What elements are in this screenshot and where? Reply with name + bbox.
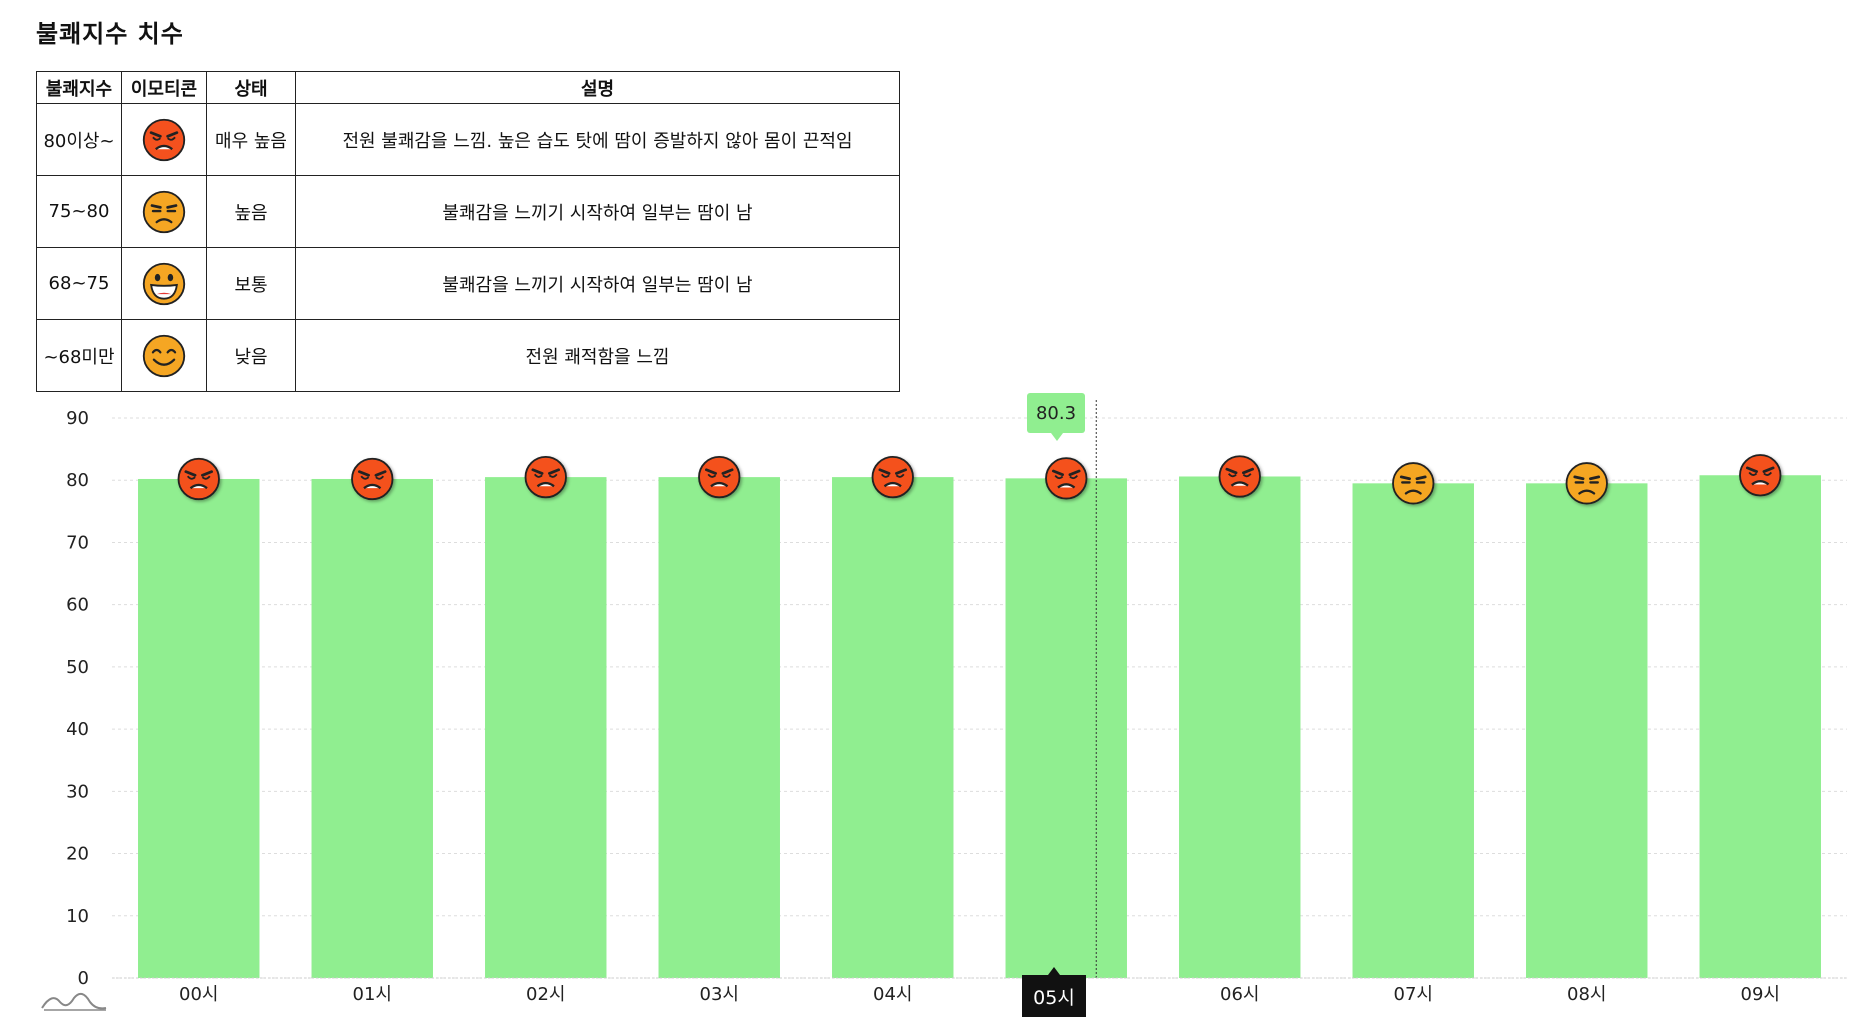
legend-row: ~68미만 낮음 전원 쾌적함을 느낌 xyxy=(36,319,900,392)
legend-emoji-cell xyxy=(121,319,207,392)
x-tick-label: 00시 xyxy=(179,984,218,1005)
bar-08시[interactable] xyxy=(1526,483,1648,978)
legend-emoji-cell xyxy=(121,103,207,176)
annoyed-face-icon xyxy=(142,190,186,233)
legend-row: 80이상~ 매우 높음 전원 불쾌감을 느낌. 높은 습도 탓에 땀이 증발하지… xyxy=(36,103,900,176)
x-tick-label: 04시 xyxy=(873,984,912,1005)
x-tick-label: 09시 xyxy=(1741,984,1780,1005)
x-tick-label: 07시 xyxy=(1394,984,1433,1005)
grinning-face-icon xyxy=(142,262,186,305)
value-tooltip: 80.3 xyxy=(1027,393,1085,441)
x-tick-label: 08시 xyxy=(1567,984,1606,1005)
angry-face-icon xyxy=(350,457,394,501)
legend-range: 75~80 xyxy=(36,175,122,248)
legend-description: 불쾌감을 느끼기 시작하여 일부는 땀이 남 xyxy=(295,247,900,320)
legend-emoji-cell xyxy=(121,247,207,320)
legend-description: 전원 쾌적함을 느낌 xyxy=(295,319,900,392)
angry-face-icon xyxy=(871,455,915,499)
legend-state: 매우 높음 xyxy=(206,103,296,176)
chart-logo-icon xyxy=(41,992,107,1011)
x-tick-label: 06시 xyxy=(1220,984,1259,1005)
legend-header-state: 상태 xyxy=(206,71,296,104)
legend-emoji-cell xyxy=(121,175,207,248)
legend-header-description: 설명 xyxy=(295,71,900,104)
angry-face-icon xyxy=(697,455,741,499)
y-tick-label: 70 xyxy=(66,532,89,553)
bar-09시[interactable] xyxy=(1699,475,1821,978)
y-tick-label: 80 xyxy=(66,470,89,491)
y-tick-label: 0 xyxy=(78,968,89,989)
y-tick-label: 30 xyxy=(66,781,89,802)
legend-state: 보통 xyxy=(206,247,296,320)
angry-face-icon xyxy=(142,118,186,161)
legend-header-row: 불쾌지수 이모티콘 상태 설명 xyxy=(36,71,900,104)
y-tick-label: 60 xyxy=(66,595,89,616)
bar-01시[interactable] xyxy=(311,478,433,978)
discomfort-index-legend-table: 불쾌지수 이모티콘 상태 설명 80이상~ 매우 높음 전원 불쾌감을 느낌. … xyxy=(36,71,900,392)
page-title: 불쾌지수 치수 xyxy=(36,20,184,48)
legend-row: 75~80 높음 불쾌감을 느끼기 시작하여 일부는 땀이 남 xyxy=(36,175,900,248)
legend-header-emoji: 이모티콘 xyxy=(121,71,207,104)
bar-06시[interactable] xyxy=(1179,476,1301,978)
x-tick-label: 01시 xyxy=(353,984,392,1005)
bar-03시[interactable] xyxy=(658,477,780,978)
angry-face-icon xyxy=(1044,456,1088,500)
legend-range: 80이상~ xyxy=(36,103,122,176)
bar-05시[interactable] xyxy=(1005,478,1127,978)
y-tick-label: 40 xyxy=(66,719,89,740)
legend-header-index: 불쾌지수 xyxy=(36,71,122,104)
y-axis: 0 10 20 30 40 50 60 70 80 90 xyxy=(66,408,89,989)
legend-state: 높음 xyxy=(206,175,296,248)
category-tooltip: 05시 xyxy=(1022,967,1086,1017)
bar-02시[interactable] xyxy=(485,477,607,978)
y-tick-label: 90 xyxy=(66,408,89,429)
angry-face-icon xyxy=(524,455,568,499)
x-axis: 00시 01시 02시 03시 04시 06시 07시 08시 09시 xyxy=(112,977,1847,1005)
y-tick-label: 50 xyxy=(66,657,89,678)
legend-row: 68~75 보통 불쾌감을 느끼기 시작하여 일부는 땀이 남 xyxy=(36,247,900,320)
bar-00시[interactable] xyxy=(138,478,260,978)
legend-state: 낮음 xyxy=(206,319,296,392)
x-tick-label: 03시 xyxy=(700,984,739,1005)
legend-range: ~68미만 xyxy=(36,319,122,392)
y-tick-label: 10 xyxy=(66,906,89,927)
bar-07시[interactable] xyxy=(1352,483,1474,978)
legend-description: 불쾌감을 느끼기 시작하여 일부는 땀이 남 xyxy=(295,175,900,248)
angry-face-icon xyxy=(177,457,221,501)
x-tick-label: 02시 xyxy=(526,984,565,1005)
angry-face-icon xyxy=(1218,454,1262,499)
y-tick-label: 20 xyxy=(66,844,89,865)
legend-range: 68~75 xyxy=(36,247,122,320)
angry-face-icon xyxy=(1738,453,1782,497)
annoyed-face-icon xyxy=(1565,461,1609,505)
annoyed-face-icon xyxy=(1391,461,1435,505)
legend-description: 전원 불쾌감을 느낌. 높은 습도 탓에 땀이 증발하지 않아 몸이 끈적임 xyxy=(295,103,900,176)
bar-04시[interactable] xyxy=(832,477,954,978)
bars xyxy=(138,475,1821,978)
smiling-face-icon xyxy=(142,334,186,377)
